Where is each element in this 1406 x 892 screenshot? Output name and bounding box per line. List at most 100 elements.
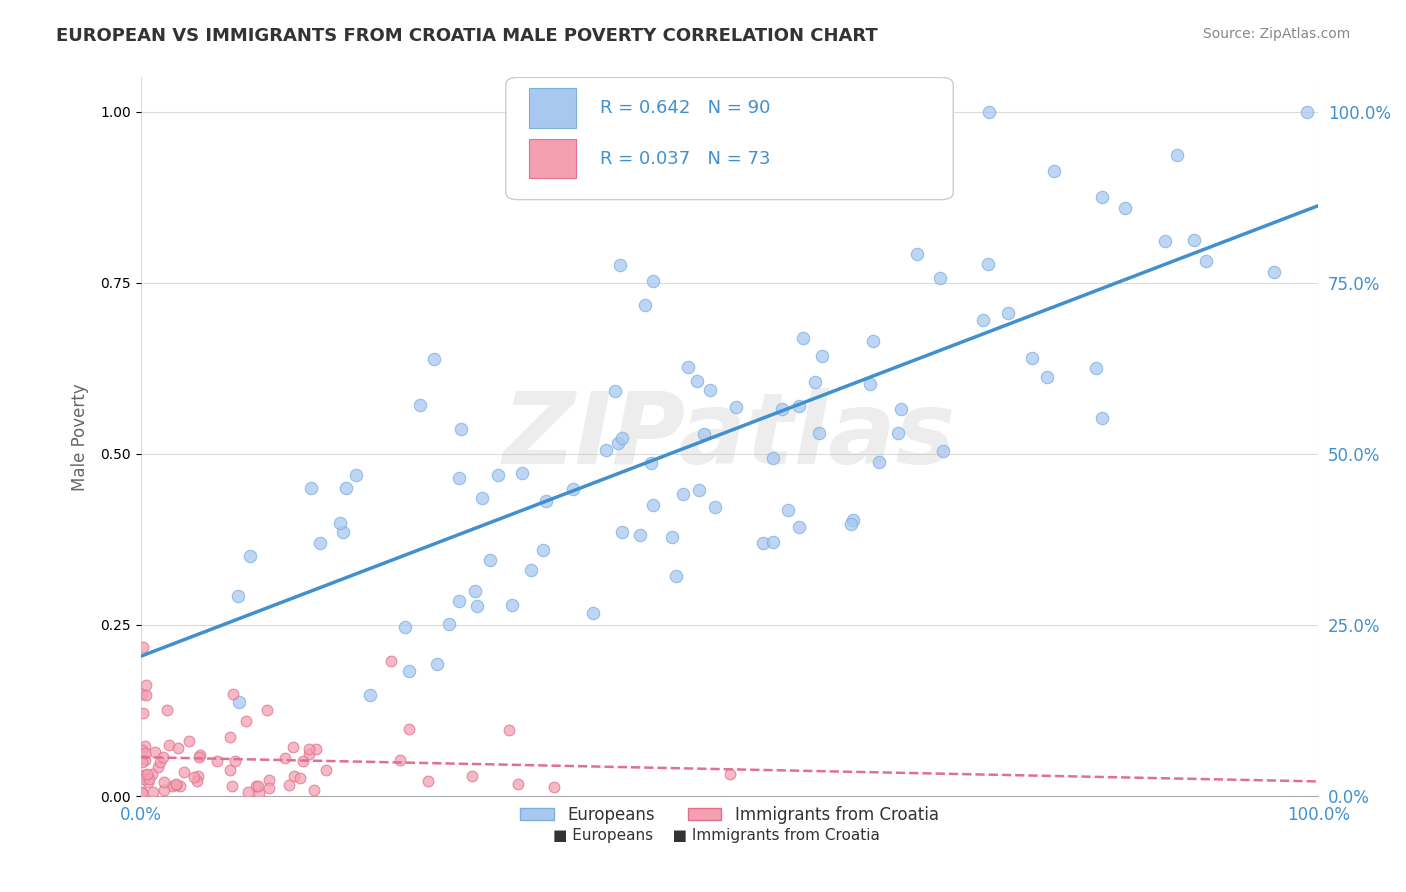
Point <box>131 687 153 701</box>
Point <box>239 549 262 564</box>
Point <box>606 435 628 450</box>
Point <box>519 564 541 578</box>
Point <box>1091 190 1114 204</box>
Point <box>804 375 827 389</box>
Point <box>152 783 174 797</box>
Point <box>534 494 557 508</box>
Point <box>159 738 181 752</box>
Point <box>686 374 709 388</box>
Point <box>859 377 882 392</box>
Point <box>187 750 209 764</box>
Point <box>464 583 486 598</box>
Point <box>160 779 183 793</box>
Point <box>132 706 155 720</box>
Point <box>688 483 710 497</box>
Point <box>277 778 299 792</box>
Point <box>218 730 240 744</box>
Point <box>205 754 228 768</box>
Point <box>152 750 174 764</box>
Point <box>506 777 529 791</box>
Point <box>142 785 165 799</box>
Point <box>787 400 810 414</box>
Point <box>394 620 416 634</box>
Point <box>1114 202 1136 216</box>
Point <box>1021 351 1043 366</box>
Text: ZIPatlas: ZIPatlas <box>503 388 956 485</box>
Point <box>132 768 155 782</box>
Point <box>299 481 322 495</box>
Point <box>153 775 176 789</box>
Point <box>183 770 205 784</box>
Point <box>641 274 664 288</box>
Point <box>612 431 634 445</box>
Point <box>543 780 565 794</box>
Point <box>699 383 721 397</box>
Point <box>131 786 153 800</box>
Point <box>810 349 832 363</box>
Point <box>398 664 420 678</box>
Point <box>335 481 357 495</box>
Point <box>665 569 688 583</box>
Point <box>135 678 157 692</box>
Point <box>561 483 583 497</box>
Point <box>302 782 325 797</box>
Point <box>224 754 246 768</box>
Point <box>704 500 727 514</box>
Point <box>259 772 281 787</box>
Point <box>136 774 159 789</box>
Point <box>165 777 187 791</box>
Point <box>890 402 912 417</box>
Point <box>141 767 163 781</box>
Point <box>905 247 928 261</box>
Point <box>247 786 270 800</box>
Point <box>868 455 890 469</box>
Point <box>1091 410 1114 425</box>
Point <box>135 688 157 702</box>
Point <box>221 779 243 793</box>
Point <box>257 781 280 796</box>
Point <box>671 487 693 501</box>
Text: ■ Europeans    ■ Immigrants from Croatia: ■ Europeans ■ Immigrants from Croatia <box>553 828 880 843</box>
Point <box>478 553 501 567</box>
Point <box>841 513 863 527</box>
Point <box>501 598 523 612</box>
Point <box>134 746 156 760</box>
Point <box>486 468 509 483</box>
Point <box>676 360 699 375</box>
Point <box>447 593 470 607</box>
Y-axis label: Male Poverty: Male Poverty <box>72 383 89 491</box>
Point <box>416 774 439 789</box>
Point <box>1154 234 1177 248</box>
Point <box>247 780 270 794</box>
Point <box>283 769 305 783</box>
Point <box>510 466 533 480</box>
Point <box>931 443 953 458</box>
Point <box>450 422 472 436</box>
Point <box>449 471 471 485</box>
Text: EUROPEAN VS IMMIGRANTS FROM CROATIA MALE POVERTY CORRELATION CHART: EUROPEAN VS IMMIGRANTS FROM CROATIA MALE… <box>56 27 877 45</box>
Point <box>359 689 381 703</box>
Point <box>610 524 633 539</box>
Point <box>298 741 321 756</box>
Point <box>807 426 830 441</box>
Point <box>156 703 179 717</box>
Point <box>136 767 159 781</box>
Point <box>1182 233 1205 247</box>
Point <box>609 258 631 272</box>
Point <box>222 687 245 701</box>
Point <box>997 306 1019 320</box>
Point <box>426 657 449 672</box>
Point <box>972 313 994 327</box>
Point <box>187 769 209 783</box>
Point <box>787 520 810 534</box>
Point <box>332 525 354 540</box>
Point <box>640 456 662 470</box>
Point <box>887 425 910 440</box>
Point <box>131 743 153 757</box>
Point <box>628 528 651 542</box>
Point <box>465 599 488 613</box>
Point <box>274 750 297 764</box>
Point <box>862 334 884 348</box>
Point <box>460 769 482 783</box>
Point <box>219 764 242 778</box>
